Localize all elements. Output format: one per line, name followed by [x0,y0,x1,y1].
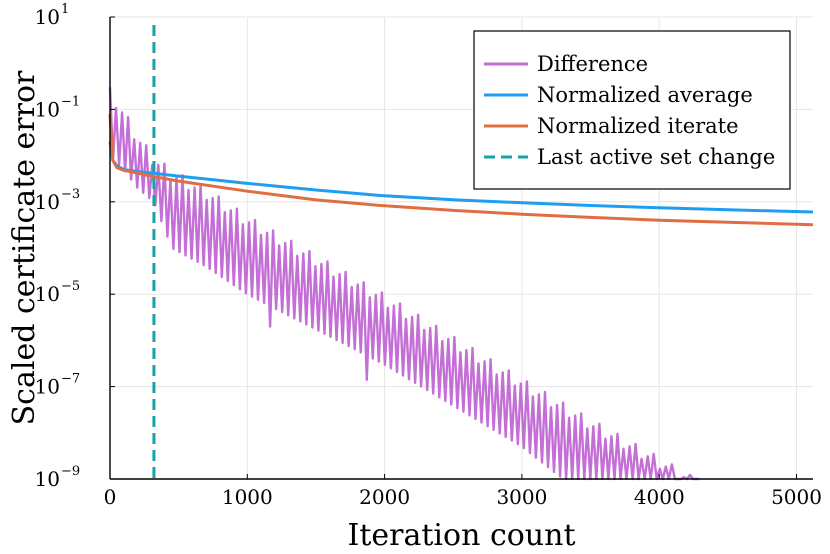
legend-label: Last active set change [537,145,775,169]
y-tick-exponent: −3 [61,187,80,202]
series-layer [108,25,814,481]
x-axis-label: Iteration count [347,518,575,553]
y-tick-exponent: −9 [61,464,80,479]
y-tick-label: 10 [35,190,60,214]
y-tick-exponent: −5 [61,279,80,294]
legend-label: Difference [537,52,648,76]
x-tick-label: 4000 [634,485,685,509]
x-tick-label: 5000 [771,485,822,509]
y-tick-label: 10 [35,467,60,491]
y-axis-label: Scaled certificate error [7,70,42,425]
x-tick-label: 1000 [222,485,273,509]
legend-box [473,30,791,190]
series-line-difference [108,87,699,481]
y-tick-exponent: −7 [61,372,80,387]
series-line-normalized-iterate [108,113,814,227]
y-tick-exponent: −1 [61,94,80,109]
x-tick-label: 2000 [359,485,410,509]
axes [109,16,813,480]
y-tick-label: 10 [35,375,60,399]
y-tick-label: 10 [35,97,60,121]
legend-label: Normalized iterate [537,114,739,138]
x-tick-label: 3000 [496,485,547,509]
legend: Difference Normalized average Normalized i… [473,30,791,190]
y-tick-exponent: 1 [61,2,69,17]
y-tick-label: 10 [35,282,60,306]
y-tick-label: 10 [35,5,60,29]
legend-label: Normalized average [537,83,753,107]
x-tick-label: 0 [104,485,117,509]
